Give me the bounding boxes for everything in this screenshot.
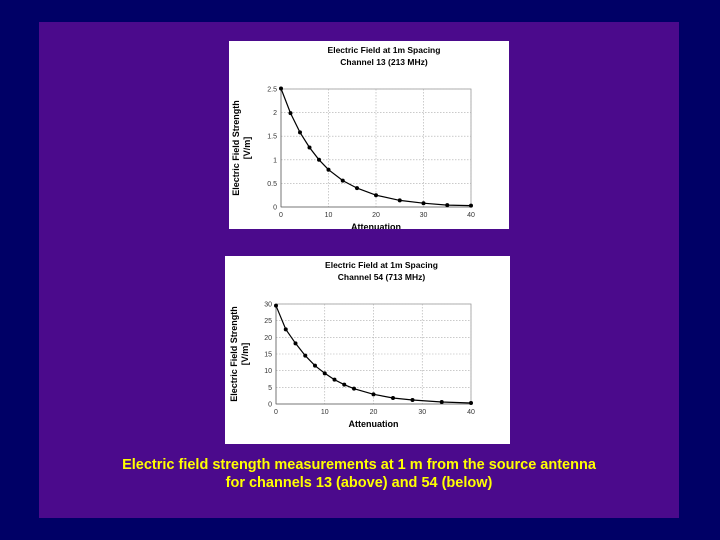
chart-title: Electric Field at 1m Spacing bbox=[328, 45, 441, 55]
data-point bbox=[288, 111, 293, 116]
data-point bbox=[421, 201, 426, 206]
data-point bbox=[326, 167, 331, 172]
y-tick-label: 0 bbox=[273, 205, 277, 212]
slide: Electric Field at 1m Spacing Channel 13 (… bbox=[39, 22, 679, 518]
x-tick-label: 10 bbox=[321, 409, 329, 416]
data-point bbox=[469, 203, 473, 208]
x-tick-label: 0 bbox=[274, 409, 278, 416]
data-point bbox=[439, 400, 444, 404]
y-axis-label: Electric Field Strength[V/m] bbox=[231, 100, 252, 196]
data-point bbox=[397, 198, 402, 203]
data-point bbox=[317, 157, 321, 162]
data-point bbox=[342, 382, 347, 387]
caption: Electric field strength measurements at … bbox=[39, 456, 679, 492]
y-tick-label: 25 bbox=[264, 318, 272, 325]
x-tick-label: 40 bbox=[467, 212, 475, 219]
caption-line-2: for channels 13 (above) and 54 (below) bbox=[225, 475, 493, 491]
series-line bbox=[275, 305, 472, 404]
data-point bbox=[322, 371, 327, 376]
y-tick-label: 10 bbox=[264, 368, 272, 375]
x-tick-label: 20 bbox=[372, 212, 380, 219]
chart-channel-54: Electric Field at 1m Spacing Channel 54 (… bbox=[225, 256, 510, 444]
data-point bbox=[371, 392, 376, 397]
y-tick-label: 20 bbox=[264, 335, 272, 342]
y-tick-label: 2.5 bbox=[267, 87, 277, 94]
data-point bbox=[298, 130, 302, 135]
chart-channel-13-svg: Electric Field at 1m Spacing Channel 13 (… bbox=[231, 45, 475, 229]
y-tick-label: 1.5 bbox=[267, 134, 277, 141]
x-tick-label: 30 bbox=[418, 409, 426, 416]
data-point bbox=[303, 353, 308, 358]
y-tick-label: 5 bbox=[268, 385, 272, 392]
x-tick-label: 10 bbox=[325, 212, 333, 219]
data-point bbox=[374, 193, 378, 198]
data-point bbox=[283, 327, 288, 332]
y-tick-label: 0.5 bbox=[267, 181, 277, 188]
data-point bbox=[410, 398, 415, 402]
data-point bbox=[274, 303, 278, 308]
x-axis-label: Attenuation bbox=[351, 222, 401, 229]
y-tick-label: 0 bbox=[268, 402, 272, 409]
data-point bbox=[279, 86, 283, 91]
x-axis-label: Attenuation bbox=[349, 419, 399, 429]
caption-line-1: Electric field strength measurements at … bbox=[122, 457, 596, 473]
chart-channel-54-svg: Electric Field at 1m Spacing Channel 54 (… bbox=[229, 260, 475, 429]
y-tick-label: 1 bbox=[273, 157, 277, 164]
x-tick-label: 20 bbox=[370, 409, 378, 416]
y-tick-label: 15 bbox=[264, 352, 272, 359]
data-point bbox=[293, 341, 298, 346]
chart-subtitle: Channel 54 (713 MHz) bbox=[338, 272, 426, 282]
data-point bbox=[445, 203, 450, 208]
data-point bbox=[332, 377, 337, 382]
data-point bbox=[469, 401, 473, 405]
chart-subtitle: Channel 13 (213 MHz) bbox=[340, 57, 428, 67]
data-point bbox=[355, 186, 359, 191]
data-point bbox=[313, 363, 317, 368]
chart-channel-13: Electric Field at 1m Spacing Channel 13 (… bbox=[229, 41, 509, 229]
data-point bbox=[307, 145, 312, 150]
chart-title: Electric Field at 1m Spacing bbox=[325, 260, 438, 270]
x-tick-label: 30 bbox=[420, 212, 428, 219]
y-tick-label: 30 bbox=[264, 302, 272, 309]
data-point bbox=[340, 178, 345, 183]
y-tick-label: 2 bbox=[273, 110, 277, 117]
x-tick-label: 0 bbox=[279, 212, 283, 219]
y-axis-label: Electric Field Strength[V/m] bbox=[229, 306, 250, 402]
plot-area bbox=[280, 88, 472, 208]
data-point bbox=[352, 386, 356, 391]
data-point bbox=[391, 396, 395, 400]
x-tick-label: 40 bbox=[467, 409, 475, 416]
